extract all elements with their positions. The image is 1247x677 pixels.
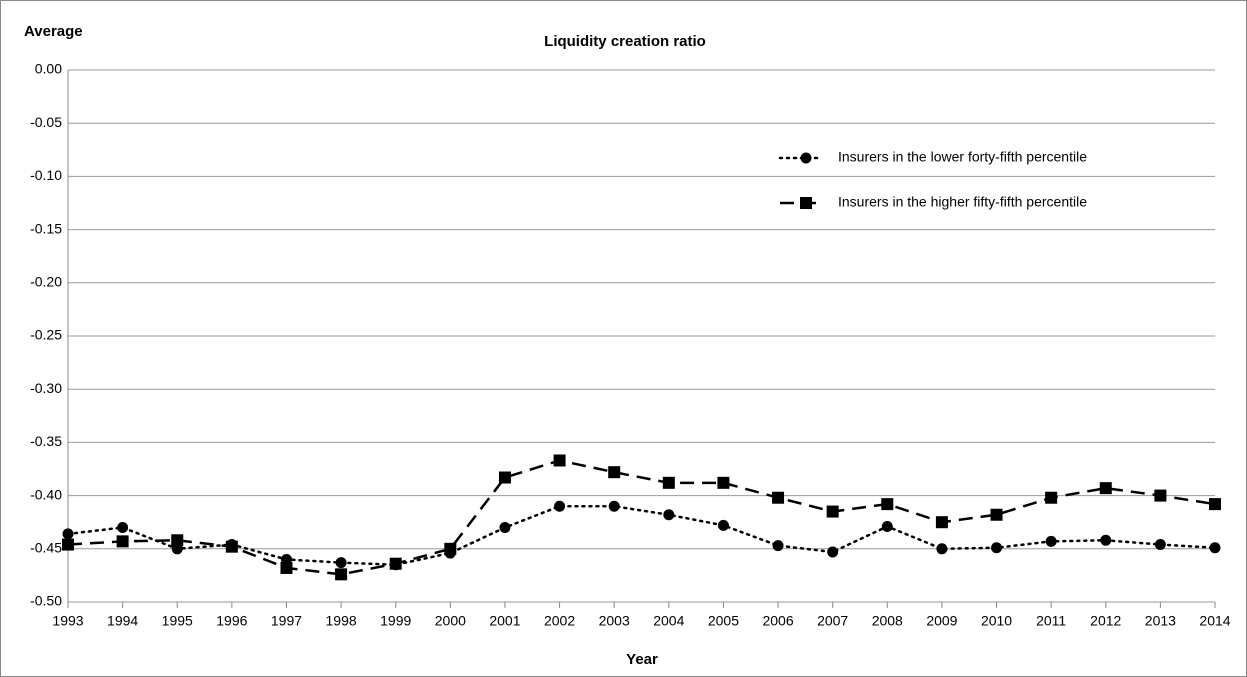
point — [171, 534, 184, 547]
point — [826, 505, 839, 518]
y-tick-label: -0.20 — [30, 274, 62, 290]
point — [717, 476, 730, 489]
x-tick-label: 2001 — [489, 613, 520, 629]
y-tick-label: -0.30 — [30, 380, 62, 396]
point — [444, 542, 457, 555]
y-tick-label: -0.15 — [30, 220, 62, 236]
y-axis-label: Average — [24, 23, 83, 40]
y-tick-label: -0.25 — [30, 327, 62, 343]
point — [225, 540, 238, 553]
point — [827, 546, 839, 558]
point — [608, 500, 620, 512]
x-tick-label: 2009 — [926, 613, 957, 629]
chart-title: Liquidity creation ratio — [544, 33, 706, 50]
x-tick-label: 1997 — [271, 613, 302, 629]
x-tick-label: 2003 — [599, 613, 630, 629]
y-tick-label: -0.45 — [30, 540, 62, 556]
point — [1045, 491, 1058, 504]
point — [335, 557, 347, 569]
point — [62, 528, 74, 540]
y-tick-label: -0.35 — [30, 433, 62, 449]
y-tick-label: -0.40 — [30, 486, 62, 502]
x-tick-label: 1998 — [326, 613, 357, 629]
x-tick-label: 1995 — [162, 613, 193, 629]
legend-label: Insurers in the higher fifty-fifth perce… — [838, 194, 1087, 210]
y-tick-label: 0.00 — [35, 61, 62, 77]
point — [335, 568, 348, 581]
x-tick-label: 1994 — [107, 613, 138, 629]
point — [1099, 482, 1112, 495]
series-line — [67, 459, 1216, 576]
x-tick-label: 2002 — [544, 613, 575, 629]
point — [62, 538, 74, 551]
point — [936, 543, 948, 555]
x-tick-label: 1999 — [380, 613, 411, 629]
point — [1045, 535, 1057, 547]
point — [117, 522, 129, 534]
x-tick-label: 2011 — [1036, 613, 1066, 629]
point — [1154, 489, 1167, 502]
point — [554, 500, 566, 512]
point — [1100, 534, 1112, 546]
x-tick-label: 1996 — [216, 613, 247, 629]
point — [499, 522, 511, 534]
point — [116, 535, 129, 548]
point — [1209, 542, 1221, 554]
series-line — [66, 504, 1217, 567]
legend-label: Insurers in the lower forty-fifth percen… — [838, 149, 1087, 165]
x-tick-label: 2012 — [1090, 613, 1121, 629]
x-tick-label: 2000 — [435, 613, 466, 629]
point — [990, 508, 1003, 521]
y-tick-label: -0.10 — [30, 167, 62, 183]
point — [662, 476, 675, 489]
point — [663, 509, 675, 521]
x-tick-label: 2014 — [1199, 613, 1230, 629]
legend-marker — [800, 197, 812, 209]
x-tick-label: 2007 — [817, 613, 848, 629]
x-tick-label: 2006 — [762, 613, 793, 629]
point — [717, 519, 729, 531]
y-tick-label: -0.50 — [30, 593, 62, 609]
point — [881, 520, 893, 532]
x-tick-label: 2005 — [708, 613, 739, 629]
point — [389, 557, 402, 570]
x-tick-label: 2010 — [981, 613, 1012, 629]
point — [991, 542, 1003, 554]
point — [608, 466, 621, 479]
point — [498, 471, 511, 484]
legend-marker — [800, 152, 812, 164]
point — [935, 516, 948, 529]
point — [881, 498, 894, 511]
x-tick-label: 1993 — [52, 613, 83, 629]
x-tick-label: 2013 — [1145, 613, 1176, 629]
x-tick-label: 2004 — [653, 613, 684, 629]
point — [1154, 539, 1166, 551]
point — [772, 540, 784, 552]
point — [772, 491, 785, 504]
point — [280, 561, 293, 574]
y-tick-label: -0.05 — [30, 114, 62, 130]
x-tick-label: 2008 — [872, 613, 903, 629]
point — [1209, 498, 1221, 511]
point — [553, 454, 566, 467]
x-axis-label: Year — [626, 651, 658, 668]
